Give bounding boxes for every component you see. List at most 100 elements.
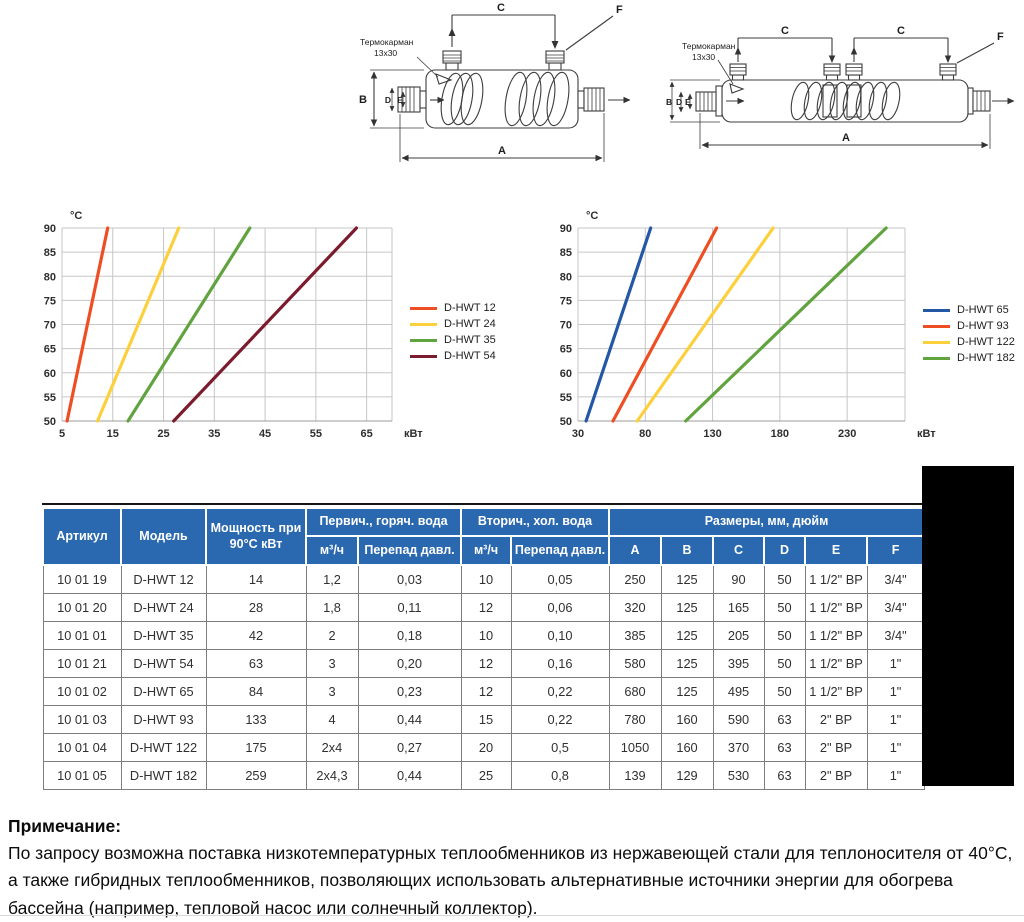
table-row: 10 01 21 D-HWT 54 63 3 0,20 12 0,16 580 125 395 50… bbox=[42, 649, 925, 678]
table-cell: 0,20 bbox=[357, 649, 462, 678]
y-tick-label: 85 bbox=[560, 247, 572, 259]
table-cell: 680 bbox=[608, 677, 662, 706]
table-cell: 1 1/2" ВР bbox=[804, 564, 868, 594]
table-cell: D-HWT 54 bbox=[120, 649, 207, 678]
col-header-dim-f: F bbox=[866, 535, 926, 566]
dim-c2-label: C bbox=[897, 25, 905, 37]
table-cell: 1 1/2" ВР bbox=[804, 593, 868, 622]
table-cell: 3/4" bbox=[866, 621, 925, 650]
col-header-secondary-flow: м³/ч bbox=[460, 535, 513, 566]
table-cell: 205 bbox=[712, 621, 765, 650]
y-tick-label: 55 bbox=[44, 392, 56, 404]
legend-item: D-HWT 182 bbox=[923, 350, 1015, 366]
col-header-secondary-drop: Перепад давл. bbox=[510, 535, 611, 566]
table-cell: 495 bbox=[712, 677, 765, 706]
legend-swatch bbox=[923, 324, 950, 328]
legend-swatch bbox=[923, 340, 950, 344]
table-cell: 175 bbox=[205, 733, 307, 762]
table-cell: D-HWT 35 bbox=[120, 621, 207, 650]
table-cell: 125 bbox=[660, 621, 714, 650]
legend-item: D-HWT 93 bbox=[923, 318, 1015, 334]
table-cell: 10 01 20 bbox=[42, 593, 122, 622]
vessel-body bbox=[721, 79, 969, 123]
x-tick-label: 30 bbox=[572, 428, 584, 440]
dim-e-label: E bbox=[685, 97, 691, 107]
table-cell: 0,44 bbox=[357, 761, 462, 790]
legend-label: D-HWT 24 bbox=[444, 318, 496, 330]
table-cell: 125 bbox=[660, 593, 714, 622]
legend-label: D-HWT 12 bbox=[444, 302, 496, 314]
table-cell: D-HWT 12 bbox=[120, 564, 207, 594]
table-cell: 139 bbox=[608, 761, 662, 790]
y-tick-label: 80 bbox=[560, 271, 572, 283]
series-line-d-hwt-24 bbox=[95, 226, 181, 423]
group-header-secondary: Вторич., хол. вода bbox=[460, 507, 611, 537]
table-cell: 129 bbox=[660, 761, 714, 790]
y-tick-label: 75 bbox=[560, 295, 572, 307]
table-cell: 0,06 bbox=[510, 593, 610, 622]
legend-label: D-HWT 54 bbox=[444, 350, 496, 362]
table-row: 10 01 05 D-HWT 182 259 2x4,3 0,44 25 0,8 139 129… bbox=[42, 761, 925, 790]
table-cell: 12 bbox=[460, 649, 512, 678]
table-cell: D-HWT 24 bbox=[120, 593, 207, 622]
legend-label: D-HWT 35 bbox=[444, 334, 496, 346]
table-cell: 1 1/2" ВР bbox=[804, 649, 868, 678]
legend-item: D-HWT 12 bbox=[410, 300, 496, 316]
table-cell: D-HWT 93 bbox=[120, 705, 207, 734]
table-cell: 1,8 bbox=[305, 593, 359, 622]
table-cell: 10 bbox=[460, 621, 512, 650]
legend-item: D-HWT 122 bbox=[923, 334, 1015, 350]
table-cell: 10 01 05 bbox=[42, 761, 122, 790]
table-cell: D-HWT 122 bbox=[120, 733, 207, 762]
group-header-dimensions: Размеры, мм, дюйм bbox=[608, 507, 926, 537]
table-cell: 125 bbox=[660, 649, 714, 678]
dim-a-label: A bbox=[498, 145, 506, 157]
table-cell: 0,27 bbox=[357, 733, 462, 762]
table-cell: 50 bbox=[763, 593, 806, 622]
table-cell: 50 bbox=[763, 677, 806, 706]
table-cell: 2" ВР bbox=[804, 733, 868, 762]
performance-chart-small-models: 50 55 60 65 70 75 80 85 90 5 15 25 35 45 55 65 °C кВт D-HW… bbox=[40, 205, 510, 450]
legend-label: D-HWT 122 bbox=[957, 336, 1015, 348]
table-cell: 2" ВР bbox=[804, 705, 868, 734]
table-cell: 1" bbox=[866, 761, 925, 790]
dim-c-label: C bbox=[497, 2, 505, 14]
table-cell: 63 bbox=[763, 705, 806, 734]
table-cell: 50 bbox=[763, 649, 806, 678]
table-cell: 15 bbox=[460, 705, 512, 734]
table-cell: 259 bbox=[205, 761, 307, 790]
down-arrow bbox=[551, 41, 559, 49]
table-cell: 0,16 bbox=[510, 649, 610, 678]
thermowell-label: Термокарман bbox=[360, 37, 414, 47]
dim-e-label: E bbox=[397, 95, 403, 105]
table-cell: 0,44 bbox=[357, 705, 462, 734]
table-cell: 580 bbox=[608, 649, 662, 678]
x-tick-label: 45 bbox=[259, 428, 271, 440]
legend-item: D-HWT 24 bbox=[410, 316, 496, 332]
table-cell: 1050 bbox=[608, 733, 662, 762]
table-cell: 3 bbox=[305, 677, 359, 706]
series-line-d-hwt-35 bbox=[126, 226, 252, 423]
table-cell: 3/4" bbox=[866, 564, 925, 594]
table-cell: 160 bbox=[660, 733, 714, 762]
dim-f-label: F bbox=[616, 4, 623, 16]
y-tick-label: 70 bbox=[44, 320, 56, 332]
y-tick-label: 65 bbox=[560, 344, 572, 356]
table-row: 10 01 02 D-HWT 65 84 3 0,23 12 0,22 680 125 495 50… bbox=[42, 677, 925, 706]
series-line-d-hwt-93 bbox=[611, 226, 719, 423]
series-line-d-hwt-54 bbox=[172, 226, 359, 423]
x-tick-label: 180 bbox=[771, 428, 789, 440]
table-cell: 370 bbox=[712, 733, 765, 762]
dim-b-label: B bbox=[359, 94, 367, 106]
table-cell: 42 bbox=[205, 621, 307, 650]
spec-table-container: Артикул Модель Мощность при 90°С кВт Пер… bbox=[42, 503, 926, 790]
table-cell: 10 01 02 bbox=[42, 677, 122, 706]
legend-swatch bbox=[923, 308, 950, 312]
table-cell: 2x4 bbox=[305, 733, 359, 762]
table-cell: 2" ВР bbox=[804, 761, 868, 790]
table-cell: 320 bbox=[608, 593, 662, 622]
x-tick-label: 130 bbox=[703, 428, 721, 440]
dim-a-label: A bbox=[842, 132, 850, 144]
chart-legend: D-HWT 65 D-HWT 93 D-HWT 122 D-HWT 182 bbox=[923, 302, 1015, 366]
